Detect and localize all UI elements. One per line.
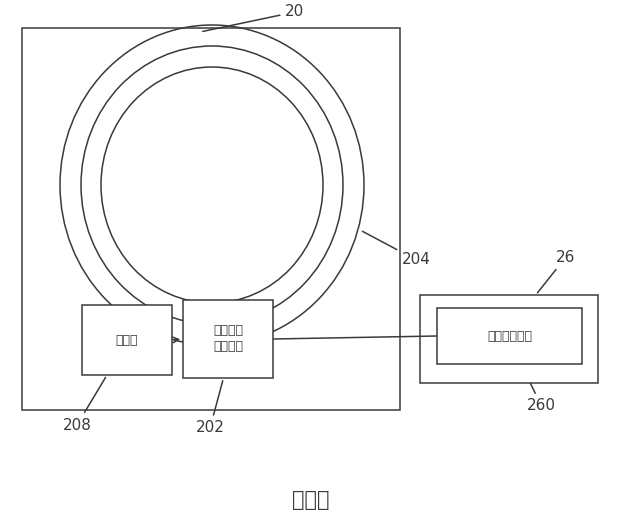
Bar [183, 300, 273, 378]
Text: 20: 20 [203, 5, 305, 31]
Text: 208: 208 [63, 378, 106, 433]
Text: アクチュ
エーター: アクチュ エーター [213, 324, 243, 354]
Bar [22, 28, 400, 410]
Text: 増幅器: 増幅器 [116, 333, 138, 346]
Text: 26: 26 [537, 250, 575, 293]
Text: プロセッサー: プロセッサー [487, 330, 532, 343]
Text: 204: 204 [363, 231, 431, 267]
Text: 202: 202 [195, 381, 225, 436]
Text: 第４図: 第４図 [292, 490, 330, 510]
Bar [420, 295, 598, 383]
Text: 260: 260 [522, 367, 556, 413]
Bar [437, 308, 582, 364]
Bar [82, 305, 172, 375]
